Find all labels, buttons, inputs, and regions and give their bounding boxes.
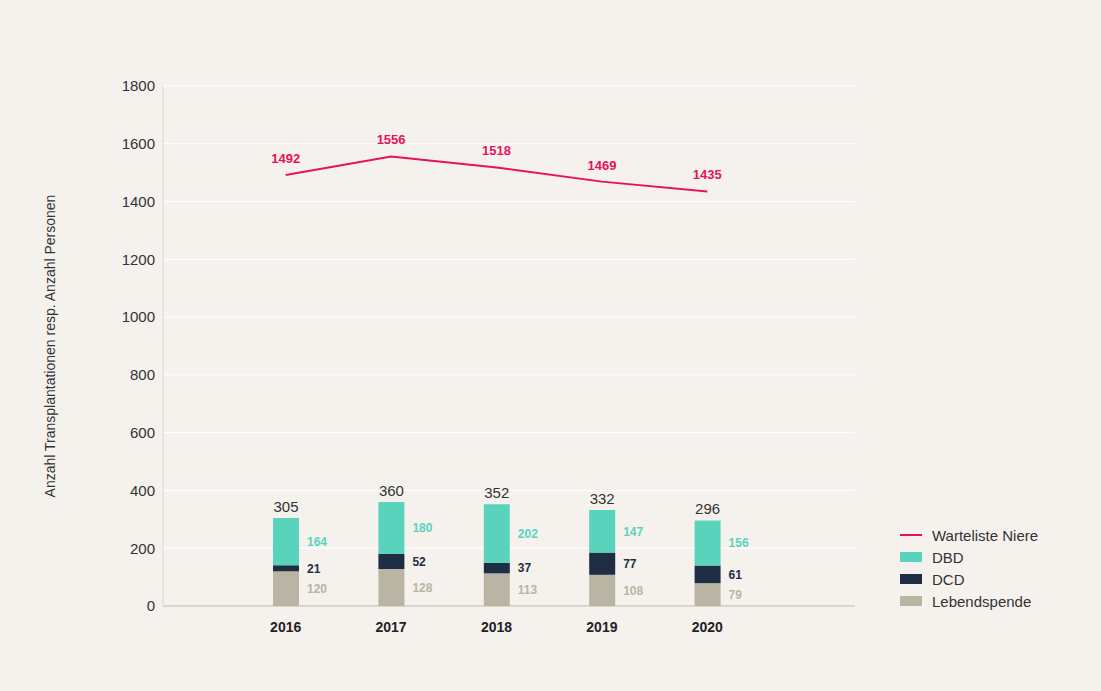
svg-text:52: 52 — [412, 555, 426, 569]
svg-text:1556: 1556 — [377, 132, 406, 147]
svg-text:1400: 1400 — [122, 193, 155, 210]
html-text:DBD: DBD — [932, 548, 964, 566]
svg-text:21: 21 — [307, 562, 321, 576]
svg-text:120: 120 — [307, 582, 327, 596]
svg-text:360: 360 — [379, 482, 404, 499]
svg-text:Anzahl Transplantationen resp.: Anzahl Transplantationen resp. Anzahl Pe… — [42, 195, 58, 498]
svg-text:400: 400 — [130, 482, 155, 499]
svg-text:1200: 1200 — [122, 251, 155, 268]
svg-text:332: 332 — [590, 490, 615, 507]
svg-text:1469: 1469 — [587, 158, 616, 173]
svg-text:2017: 2017 — [376, 619, 407, 635]
svg-text:113: 113 — [518, 583, 538, 597]
svg-text:156: 156 — [729, 536, 749, 550]
svg-text:1435: 1435 — [693, 167, 722, 182]
svg-text:2016: 2016 — [270, 619, 301, 635]
svg-text:305: 305 — [273, 498, 298, 515]
svg-text:2019: 2019 — [586, 619, 617, 635]
svg-text:108: 108 — [623, 584, 643, 598]
svg-text:147: 147 — [623, 525, 643, 539]
svg-text:800: 800 — [130, 366, 155, 383]
svg-text:61: 61 — [729, 568, 743, 582]
svg-text:296: 296 — [695, 500, 720, 517]
svg-text:0: 0 — [147, 597, 155, 614]
svg-text:1000: 1000 — [122, 308, 155, 325]
svg-text:37: 37 — [518, 561, 532, 575]
svg-text:2018: 2018 — [481, 619, 512, 635]
svg-text:128: 128 — [412, 581, 432, 595]
svg-text:200: 200 — [130, 540, 155, 557]
html-text:Lebendspende: Lebendspende — [932, 592, 1032, 610]
svg-text:1600: 1600 — [122, 135, 155, 152]
svg-text:1518: 1518 — [482, 143, 511, 158]
svg-text:202: 202 — [518, 527, 538, 541]
svg-text:79: 79 — [729, 588, 743, 602]
svg-text:352: 352 — [484, 484, 509, 501]
svg-text:1800: 1800 — [122, 77, 155, 94]
svg-text:2020: 2020 — [692, 619, 723, 635]
svg-text:164: 164 — [307, 535, 327, 549]
svg-text:77: 77 — [623, 557, 637, 571]
svg-text:1492: 1492 — [271, 151, 300, 166]
svg-text:180: 180 — [412, 521, 432, 535]
html-text:Warteliste Niere: Warteliste Niere — [932, 526, 1039, 544]
html-text:DCD: DCD — [932, 570, 965, 588]
svg-text:600: 600 — [130, 424, 155, 441]
